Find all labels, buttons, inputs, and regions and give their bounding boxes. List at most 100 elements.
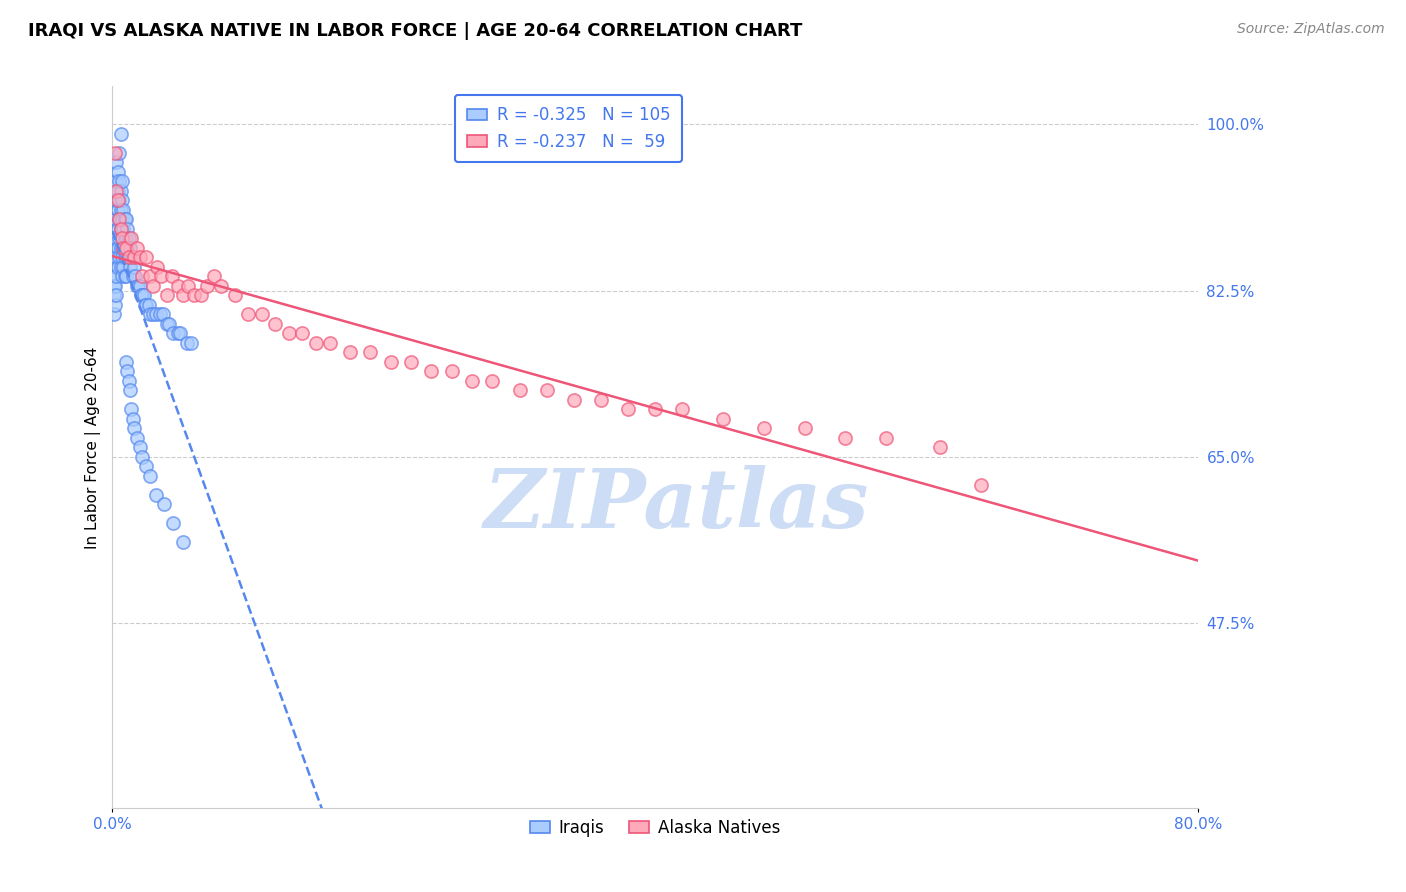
Point (104, 241, 127, 255)
Point (108, 194, 131, 208)
Point (125, 278, 148, 293)
Point (197, 278, 219, 293)
Point (138, 298, 160, 312)
Point (105, 174, 128, 188)
Point (107, 222, 129, 236)
Point (120, 231, 142, 245)
Point (380, 355, 402, 369)
Point (118, 231, 141, 245)
Point (589, 392, 612, 407)
Point (399, 355, 422, 369)
Point (103, 278, 125, 293)
Point (107, 241, 129, 255)
Point (929, 441, 952, 455)
Point (112, 222, 135, 236)
Point (172, 535, 194, 549)
Point (291, 326, 314, 341)
Point (108, 212, 131, 227)
Point (264, 317, 287, 331)
Point (139, 307, 162, 321)
Point (236, 307, 259, 321)
Point (834, 431, 856, 445)
Point (131, 450, 153, 464)
Point (122, 421, 145, 435)
Point (128, 441, 150, 455)
Point (124, 269, 146, 284)
Legend: Iraqis, Alaska Natives: Iraqis, Alaska Natives (523, 812, 787, 844)
Point (139, 469, 162, 483)
Point (104, 298, 127, 312)
Point (166, 326, 188, 341)
Point (162, 516, 184, 531)
Point (481, 374, 503, 388)
Point (169, 326, 191, 341)
Point (112, 241, 135, 255)
Point (121, 412, 143, 426)
Point (135, 459, 157, 474)
Point (114, 251, 136, 265)
Point (440, 364, 463, 378)
Point (114, 231, 136, 245)
Point (104, 212, 127, 227)
Point (107, 202, 129, 217)
Point (250, 307, 273, 321)
Point (115, 269, 138, 284)
Point (107, 260, 129, 274)
Point (104, 278, 127, 293)
Point (420, 364, 443, 378)
Point (112, 202, 135, 217)
Point (149, 307, 172, 321)
Point (131, 288, 153, 302)
Point (104, 145, 127, 160)
Point (562, 392, 585, 407)
Point (183, 288, 205, 302)
Point (339, 345, 361, 359)
Point (277, 326, 299, 341)
Point (117, 222, 139, 236)
Point (111, 269, 134, 284)
Point (118, 260, 141, 274)
Point (108, 174, 131, 188)
Point (118, 241, 141, 255)
Point (115, 212, 138, 227)
Point (120, 402, 142, 417)
Point (156, 317, 179, 331)
Point (117, 241, 139, 255)
Point (110, 202, 132, 217)
Point (177, 278, 200, 293)
Point (108, 231, 131, 245)
Point (103, 251, 125, 265)
Point (146, 260, 169, 274)
Point (114, 269, 136, 284)
Point (135, 251, 157, 265)
Point (120, 251, 142, 265)
Point (122, 251, 145, 265)
Point (111, 231, 134, 245)
Point (875, 431, 897, 445)
Point (793, 421, 815, 435)
Point (108, 145, 131, 160)
Point (107, 165, 129, 179)
Point (118, 251, 141, 265)
Point (128, 278, 150, 293)
Point (115, 355, 138, 369)
Point (176, 335, 198, 350)
Point (180, 335, 202, 350)
Point (103, 269, 125, 284)
Point (108, 212, 131, 227)
Y-axis label: In Labor Force | Age 20-64: In Labor Force | Age 20-64 (86, 346, 101, 549)
Point (107, 194, 129, 208)
Point (105, 288, 128, 302)
Point (318, 335, 340, 350)
Point (157, 317, 180, 331)
Point (122, 260, 145, 274)
Point (509, 384, 531, 398)
Point (128, 251, 150, 265)
Point (145, 307, 167, 321)
Point (132, 288, 155, 302)
Point (114, 212, 136, 227)
Point (117, 364, 139, 378)
Point (209, 278, 232, 293)
Point (110, 241, 132, 255)
Point (644, 402, 666, 417)
